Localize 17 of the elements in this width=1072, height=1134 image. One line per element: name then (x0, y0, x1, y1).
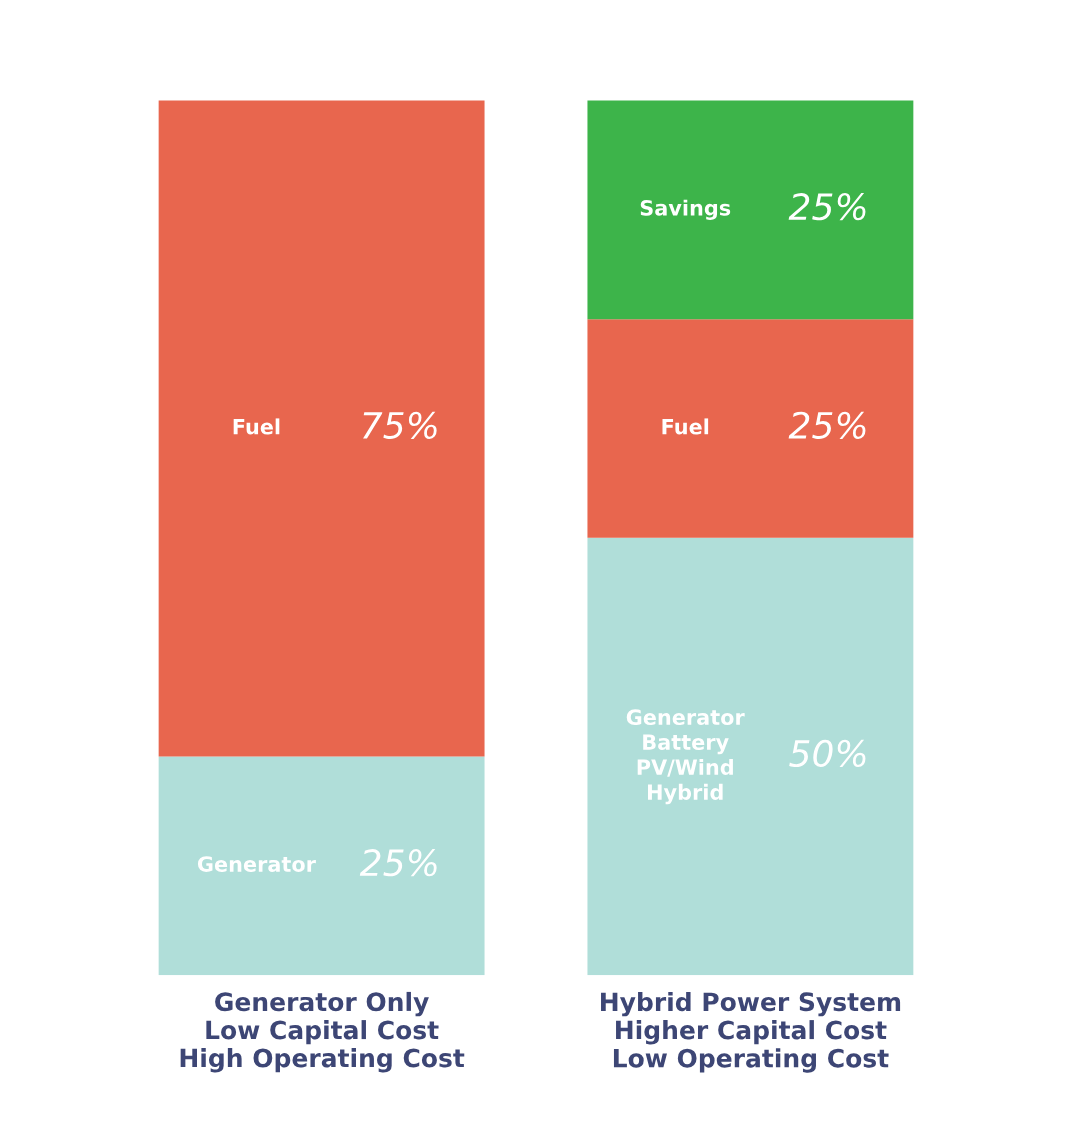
data-label: 50% (789, 739, 866, 768)
data-label: 25% (788, 192, 866, 221)
series-label: Generator Battery PV/Wind Hybrid (626, 709, 745, 805)
bar (587, 537, 914, 976)
series-label: Savings (640, 199, 731, 220)
bar (587, 100, 914, 320)
data-label: 75% (363, 411, 437, 439)
text: Fuel (233, 418, 280, 435)
bar (158, 100, 485, 757)
bar (158, 756, 485, 976)
x-tick-label: Hybrid Power System Higher Capital Cost Low Operating Cost (601, 991, 901, 1073)
series-label: Generator (197, 856, 316, 872)
series-label: Fuel (662, 418, 709, 435)
x-tick-label: Generator Only Low Capital Cost High Operating Cost (180, 991, 465, 1073)
bar (587, 319, 914, 538)
data-label: 25% (359, 849, 437, 877)
data-label: 25% (788, 411, 866, 439)
